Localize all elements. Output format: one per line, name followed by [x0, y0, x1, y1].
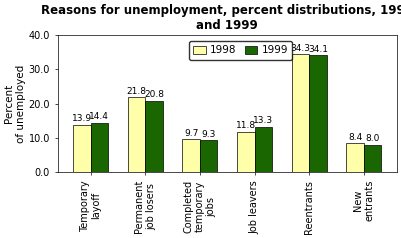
- Bar: [292, 54, 309, 172]
- Bar: [73, 124, 91, 172]
- Bar: [255, 127, 272, 172]
- Text: 11.8: 11.8: [236, 121, 256, 130]
- Text: 13.9: 13.9: [72, 114, 92, 123]
- Text: 14.4: 14.4: [89, 112, 109, 121]
- Text: 13.3: 13.3: [253, 116, 273, 125]
- Text: 20.8: 20.8: [144, 90, 164, 99]
- Bar: [364, 145, 381, 172]
- Bar: [182, 139, 200, 172]
- Legend: 1998, 1999: 1998, 1999: [189, 41, 292, 60]
- Bar: [309, 55, 327, 172]
- Text: 8.4: 8.4: [348, 133, 362, 142]
- Text: 8.0: 8.0: [365, 134, 380, 144]
- Bar: [200, 140, 217, 172]
- Text: 21.8: 21.8: [126, 87, 146, 96]
- Bar: [346, 144, 364, 172]
- Title: Reasons for unemployment, percent distributions, 1998
and 1999: Reasons for unemployment, percent distri…: [41, 4, 401, 32]
- Bar: [128, 97, 145, 172]
- Text: 9.7: 9.7: [184, 129, 198, 138]
- Y-axis label: Percent
of unemployed: Percent of unemployed: [4, 64, 26, 143]
- Bar: [145, 101, 163, 172]
- Text: 34.3: 34.3: [290, 44, 310, 53]
- Text: 34.1: 34.1: [308, 45, 328, 54]
- Bar: [237, 132, 255, 172]
- Text: 9.3: 9.3: [201, 130, 216, 139]
- Bar: [91, 123, 108, 172]
